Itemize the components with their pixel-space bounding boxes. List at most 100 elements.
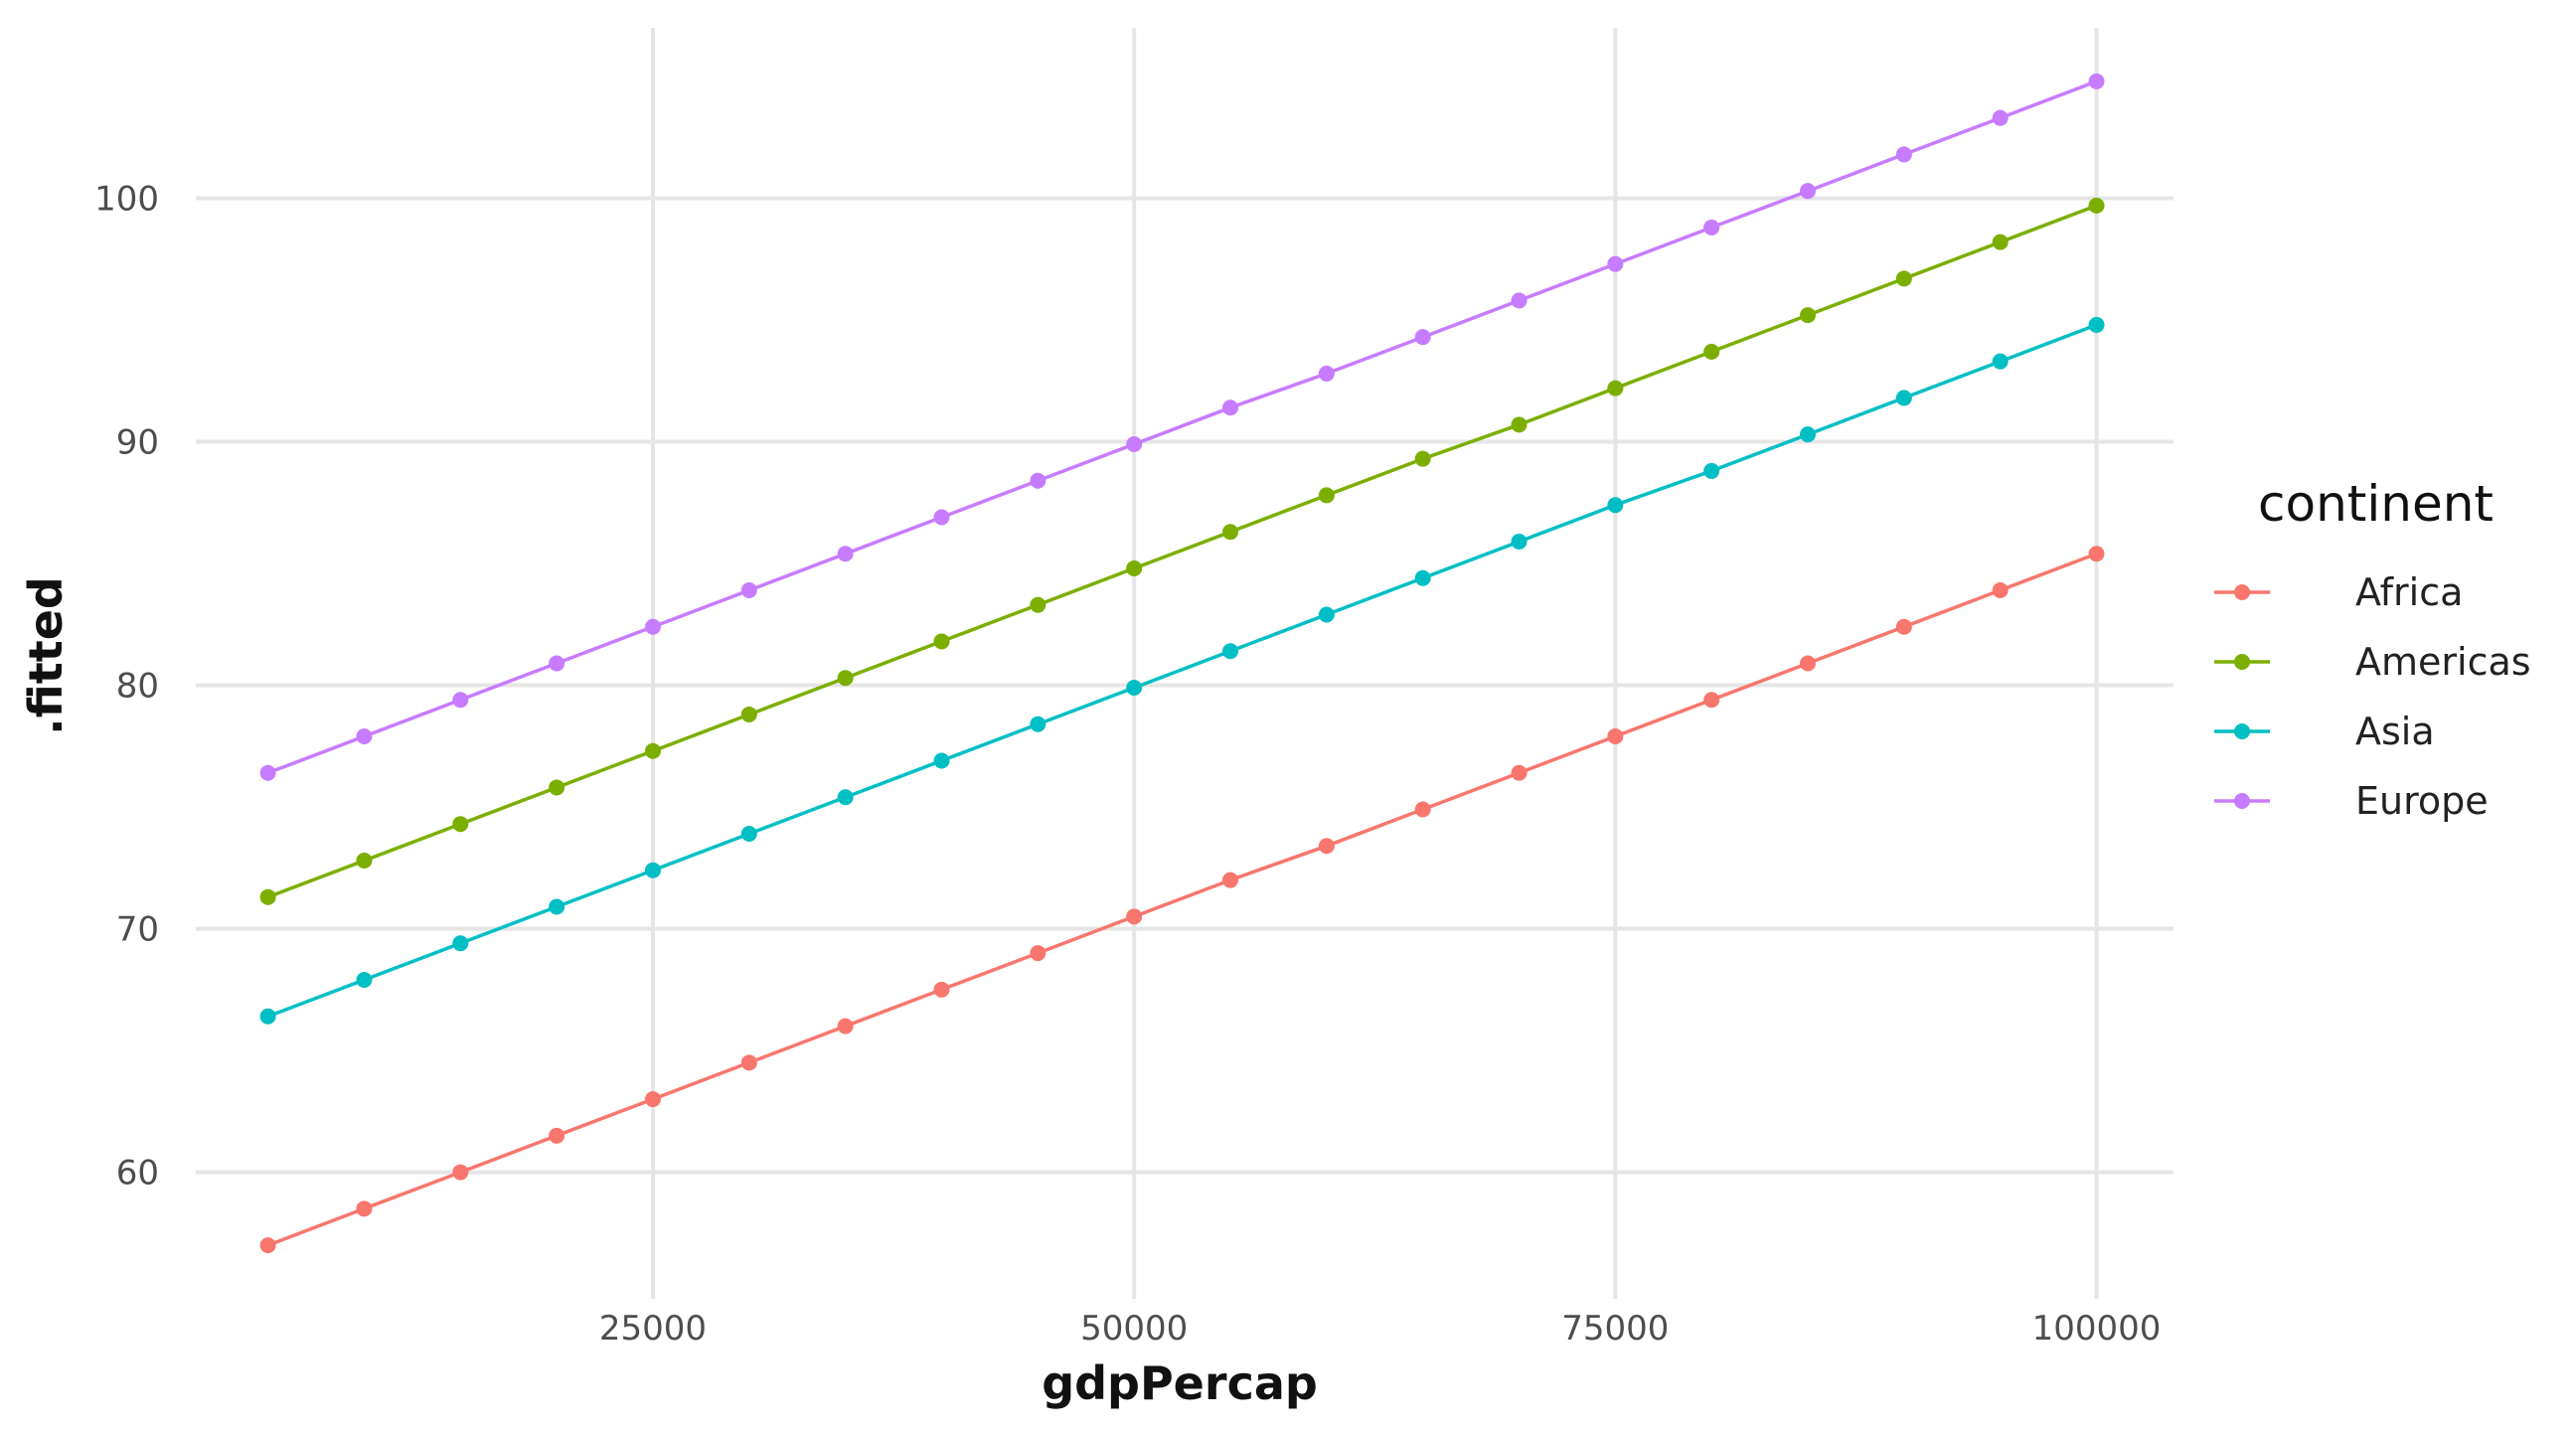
data-point-americas — [549, 779, 565, 796]
data-point-europe — [1800, 183, 1817, 200]
data-point-europe — [452, 692, 469, 709]
x-axis-title: gdpPercap — [1042, 1356, 1318, 1410]
data-point-americas — [1221, 524, 1238, 541]
data-point-asia — [1992, 353, 2009, 370]
legend-label-europe: Europe — [2355, 779, 2489, 823]
data-point-americas — [740, 706, 757, 722]
data-point-europe — [740, 581, 757, 598]
legend-label-asia: Asia — [2355, 710, 2435, 753]
data-point-europe — [837, 546, 854, 562]
y-tick-label: 90 — [116, 423, 159, 463]
data-point-africa — [356, 1200, 373, 1217]
data-point-africa — [1607, 728, 1624, 745]
y-tick-label: 80 — [116, 667, 159, 707]
y-tick-label: 100 — [94, 180, 159, 220]
data-point-europe — [1703, 219, 1720, 236]
data-point-europe — [1895, 146, 1912, 163]
data-point-africa — [549, 1127, 565, 1144]
data-point-asia — [644, 862, 661, 878]
data-point-africa — [1703, 692, 1720, 709]
series-asia — [259, 316, 2105, 1025]
data-point-americas — [1030, 596, 1046, 613]
x-tick-label: 50000 — [1080, 1309, 1188, 1349]
data-point-americas — [1703, 343, 1720, 360]
legend-key-point-asia — [2234, 723, 2250, 739]
data-point-africa — [1318, 838, 1335, 855]
data-point-asia — [1414, 569, 1431, 586]
legend-item-africa: Africa — [2214, 570, 2463, 614]
data-point-europe — [1030, 472, 1046, 489]
data-point-africa — [1030, 945, 1046, 962]
series-line-europe — [266, 80, 2098, 775]
data-point-americas — [1895, 270, 1912, 287]
legend-title: continent — [2258, 475, 2494, 533]
data-point-europe — [1126, 435, 1143, 452]
data-point-africa — [452, 1164, 469, 1181]
data-point-europe — [644, 618, 661, 635]
data-point-africa — [740, 1054, 757, 1071]
data-point-europe — [933, 509, 950, 526]
data-point-asia — [549, 898, 565, 915]
data-point-africa — [933, 981, 950, 998]
x-tick-label: 100000 — [2032, 1309, 2162, 1349]
data-point-africa — [837, 1018, 854, 1034]
legend-items: Africa Americas Asia Europe — [2214, 570, 2531, 823]
data-point-asia — [1895, 390, 1912, 406]
data-point-americas — [1126, 559, 1143, 576]
series-americas — [259, 197, 2105, 905]
data-point-americas — [1511, 416, 1528, 433]
data-point-americas — [1607, 380, 1624, 397]
data-point-africa — [1992, 581, 2009, 598]
data-point-asia — [1511, 533, 1528, 550]
tick-labels: 25000 50000 75000 100000 60 70 80 90 100 — [94, 180, 2161, 1349]
y-tick-label: 70 — [116, 910, 159, 950]
legend-label-americas: Americas — [2355, 640, 2531, 684]
data-point-asia — [2088, 316, 2105, 333]
grid-lines — [196, 28, 2174, 1299]
data-point-americas — [644, 742, 661, 759]
data-point-asia — [933, 752, 950, 769]
data-point-europe — [1992, 109, 2009, 126]
data-point-africa — [1895, 618, 1912, 635]
data-point-europe — [1607, 255, 1624, 272]
data-point-americas — [1318, 487, 1335, 504]
data-point-africa — [1126, 908, 1143, 925]
data-point-europe — [259, 764, 276, 781]
series-line-asia — [266, 323, 2098, 1019]
legend-key-point-americas — [2234, 654, 2250, 670]
legend-item-americas: Americas — [2214, 640, 2531, 684]
data-point-americas — [452, 816, 469, 833]
legend-label-africa: Africa — [2355, 570, 2463, 614]
legend-key-point-africa — [2234, 584, 2250, 600]
data-point-americas — [1992, 234, 2009, 250]
data-point-asia — [1318, 606, 1335, 623]
data-point-asia — [1030, 716, 1046, 732]
data-point-europe — [1511, 292, 1528, 309]
data-point-europe — [1318, 365, 1335, 382]
legend-item-europe: Europe — [2214, 779, 2489, 823]
data-point-europe — [356, 728, 373, 745]
data-point-americas — [1414, 450, 1431, 467]
data-point-americas — [259, 888, 276, 905]
legend-item-asia: Asia — [2214, 710, 2435, 753]
data-point-africa — [2088, 546, 2105, 562]
data-point-americas — [933, 633, 950, 650]
y-axis-title: .fitted — [19, 576, 73, 735]
legend-key-point-europe — [2234, 793, 2250, 809]
data-point-asia — [1703, 462, 1720, 479]
data-point-europe — [2088, 73, 2105, 89]
series-line-africa — [266, 552, 2098, 1247]
data-point-americas — [356, 852, 373, 869]
data-point-asia — [452, 935, 469, 952]
series-layer — [259, 73, 2105, 1254]
data-point-asia — [740, 826, 757, 843]
series-europe — [259, 73, 2105, 781]
data-point-americas — [1800, 307, 1817, 324]
y-tick-label: 60 — [116, 1154, 159, 1193]
data-point-africa — [259, 1237, 276, 1254]
x-tick-label: 25000 — [599, 1309, 707, 1349]
data-point-americas — [2088, 197, 2105, 214]
data-point-asia — [1221, 643, 1238, 660]
data-point-asia — [1126, 680, 1143, 697]
